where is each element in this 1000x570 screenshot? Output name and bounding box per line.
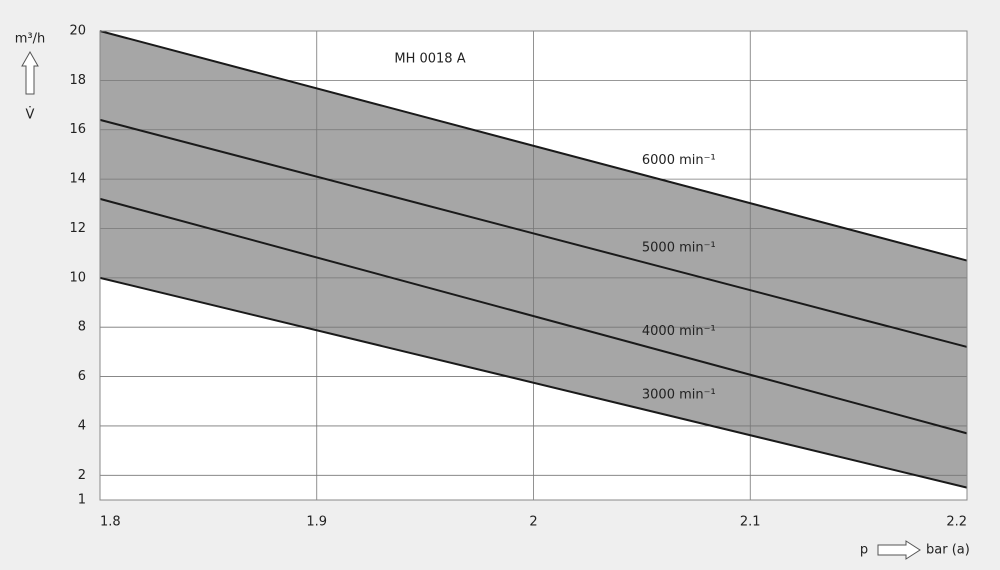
series-label: 3000 min⁻¹ (642, 387, 716, 402)
series-label: 6000 min⁻¹ (642, 153, 716, 168)
x-axis-symbol: p (860, 543, 868, 558)
chart-title: MH 0018 A (394, 52, 465, 67)
y-tick-label: 6 (78, 369, 86, 384)
x-axis-label: bar (a) (926, 543, 970, 558)
x-tick-label: 2 (529, 515, 537, 530)
x-arrow (877, 540, 921, 560)
line (99, 197, 968, 435)
y-tick-label: 8 (78, 320, 86, 335)
plot-frame (99, 30, 968, 501)
line (99, 276, 968, 489)
x-tick-label: 2.1 (740, 515, 761, 530)
x-tick-label: 2.2 (946, 515, 967, 530)
series-label: 5000 min⁻¹ (642, 240, 716, 255)
series-label: 4000 min⁻¹ (642, 324, 716, 339)
x-tick-label: 1.9 (306, 515, 327, 530)
y-axis-label: m³/h (15, 32, 46, 47)
y-tick-label: 10 (69, 270, 86, 285)
y-tick-label: 2 (78, 468, 86, 483)
y-axis-symbol: V̇ (26, 107, 35, 122)
line (99, 30, 968, 262)
y-tick-label: 16 (69, 122, 86, 137)
y-tick-label: 14 (69, 172, 86, 187)
y-tick-label: 12 (69, 221, 86, 236)
y-arrow (21, 50, 39, 95)
y-tick-label: 18 (69, 73, 86, 88)
x-tick-label: 1.8 (100, 515, 121, 530)
line (99, 118, 968, 348)
y-tick-label: 20 (69, 24, 86, 39)
y-tick-label: 1 (78, 493, 86, 508)
y-tick-label: 4 (78, 418, 86, 433)
